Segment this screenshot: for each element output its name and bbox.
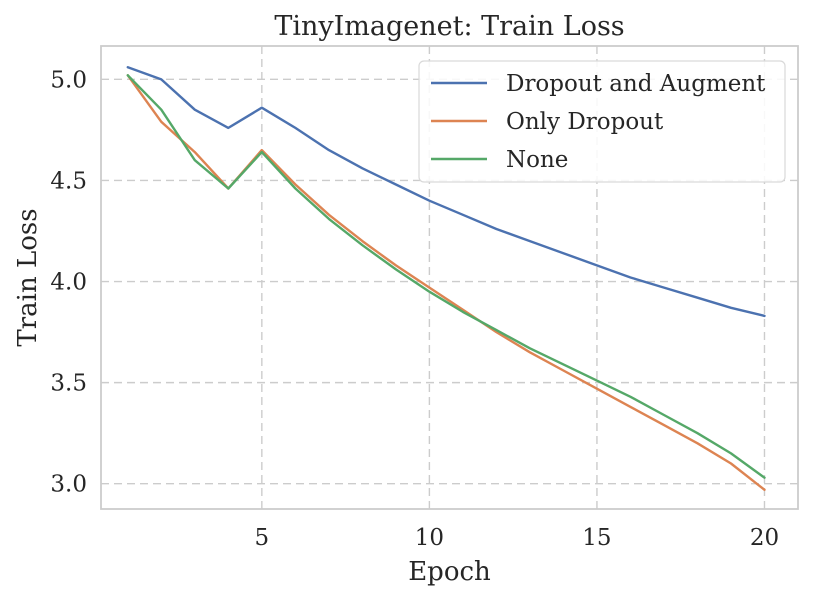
legend-label: Only Dropout	[506, 109, 664, 135]
tick-labels: 5 10 15 20 3.0 3.5 4.0 4.5 5.0	[50, 67, 779, 551]
x-tick-label: 20	[750, 525, 779, 551]
chart-title: TinyImagenet: Train Loss	[274, 11, 624, 42]
series-line	[126, 74, 766, 479]
y-tick-label: 3.5	[50, 371, 87, 397]
x-axis-label: Epoch	[408, 557, 491, 587]
plot-frame	[100, 45, 799, 510]
y-tick-label: 4.0	[50, 270, 87, 296]
x-tick-label: 10	[415, 525, 444, 551]
plot-lines	[126, 65, 766, 491]
y-tick-label: 4.5	[50, 168, 87, 194]
y-tick-label: 5.0	[50, 67, 87, 93]
legend-label: None	[506, 147, 568, 173]
legend-box	[418, 60, 786, 183]
legend: Dropout and Augment Only Dropout None	[418, 60, 786, 183]
series-line	[126, 65, 766, 318]
legend-label: Dropout and Augment	[506, 71, 766, 97]
y-axis-label: Train Loss	[13, 208, 43, 346]
x-tick-label: 15	[582, 525, 611, 551]
y-tick-label: 3.0	[50, 472, 87, 498]
x-tick-label: 5	[255, 525, 270, 551]
